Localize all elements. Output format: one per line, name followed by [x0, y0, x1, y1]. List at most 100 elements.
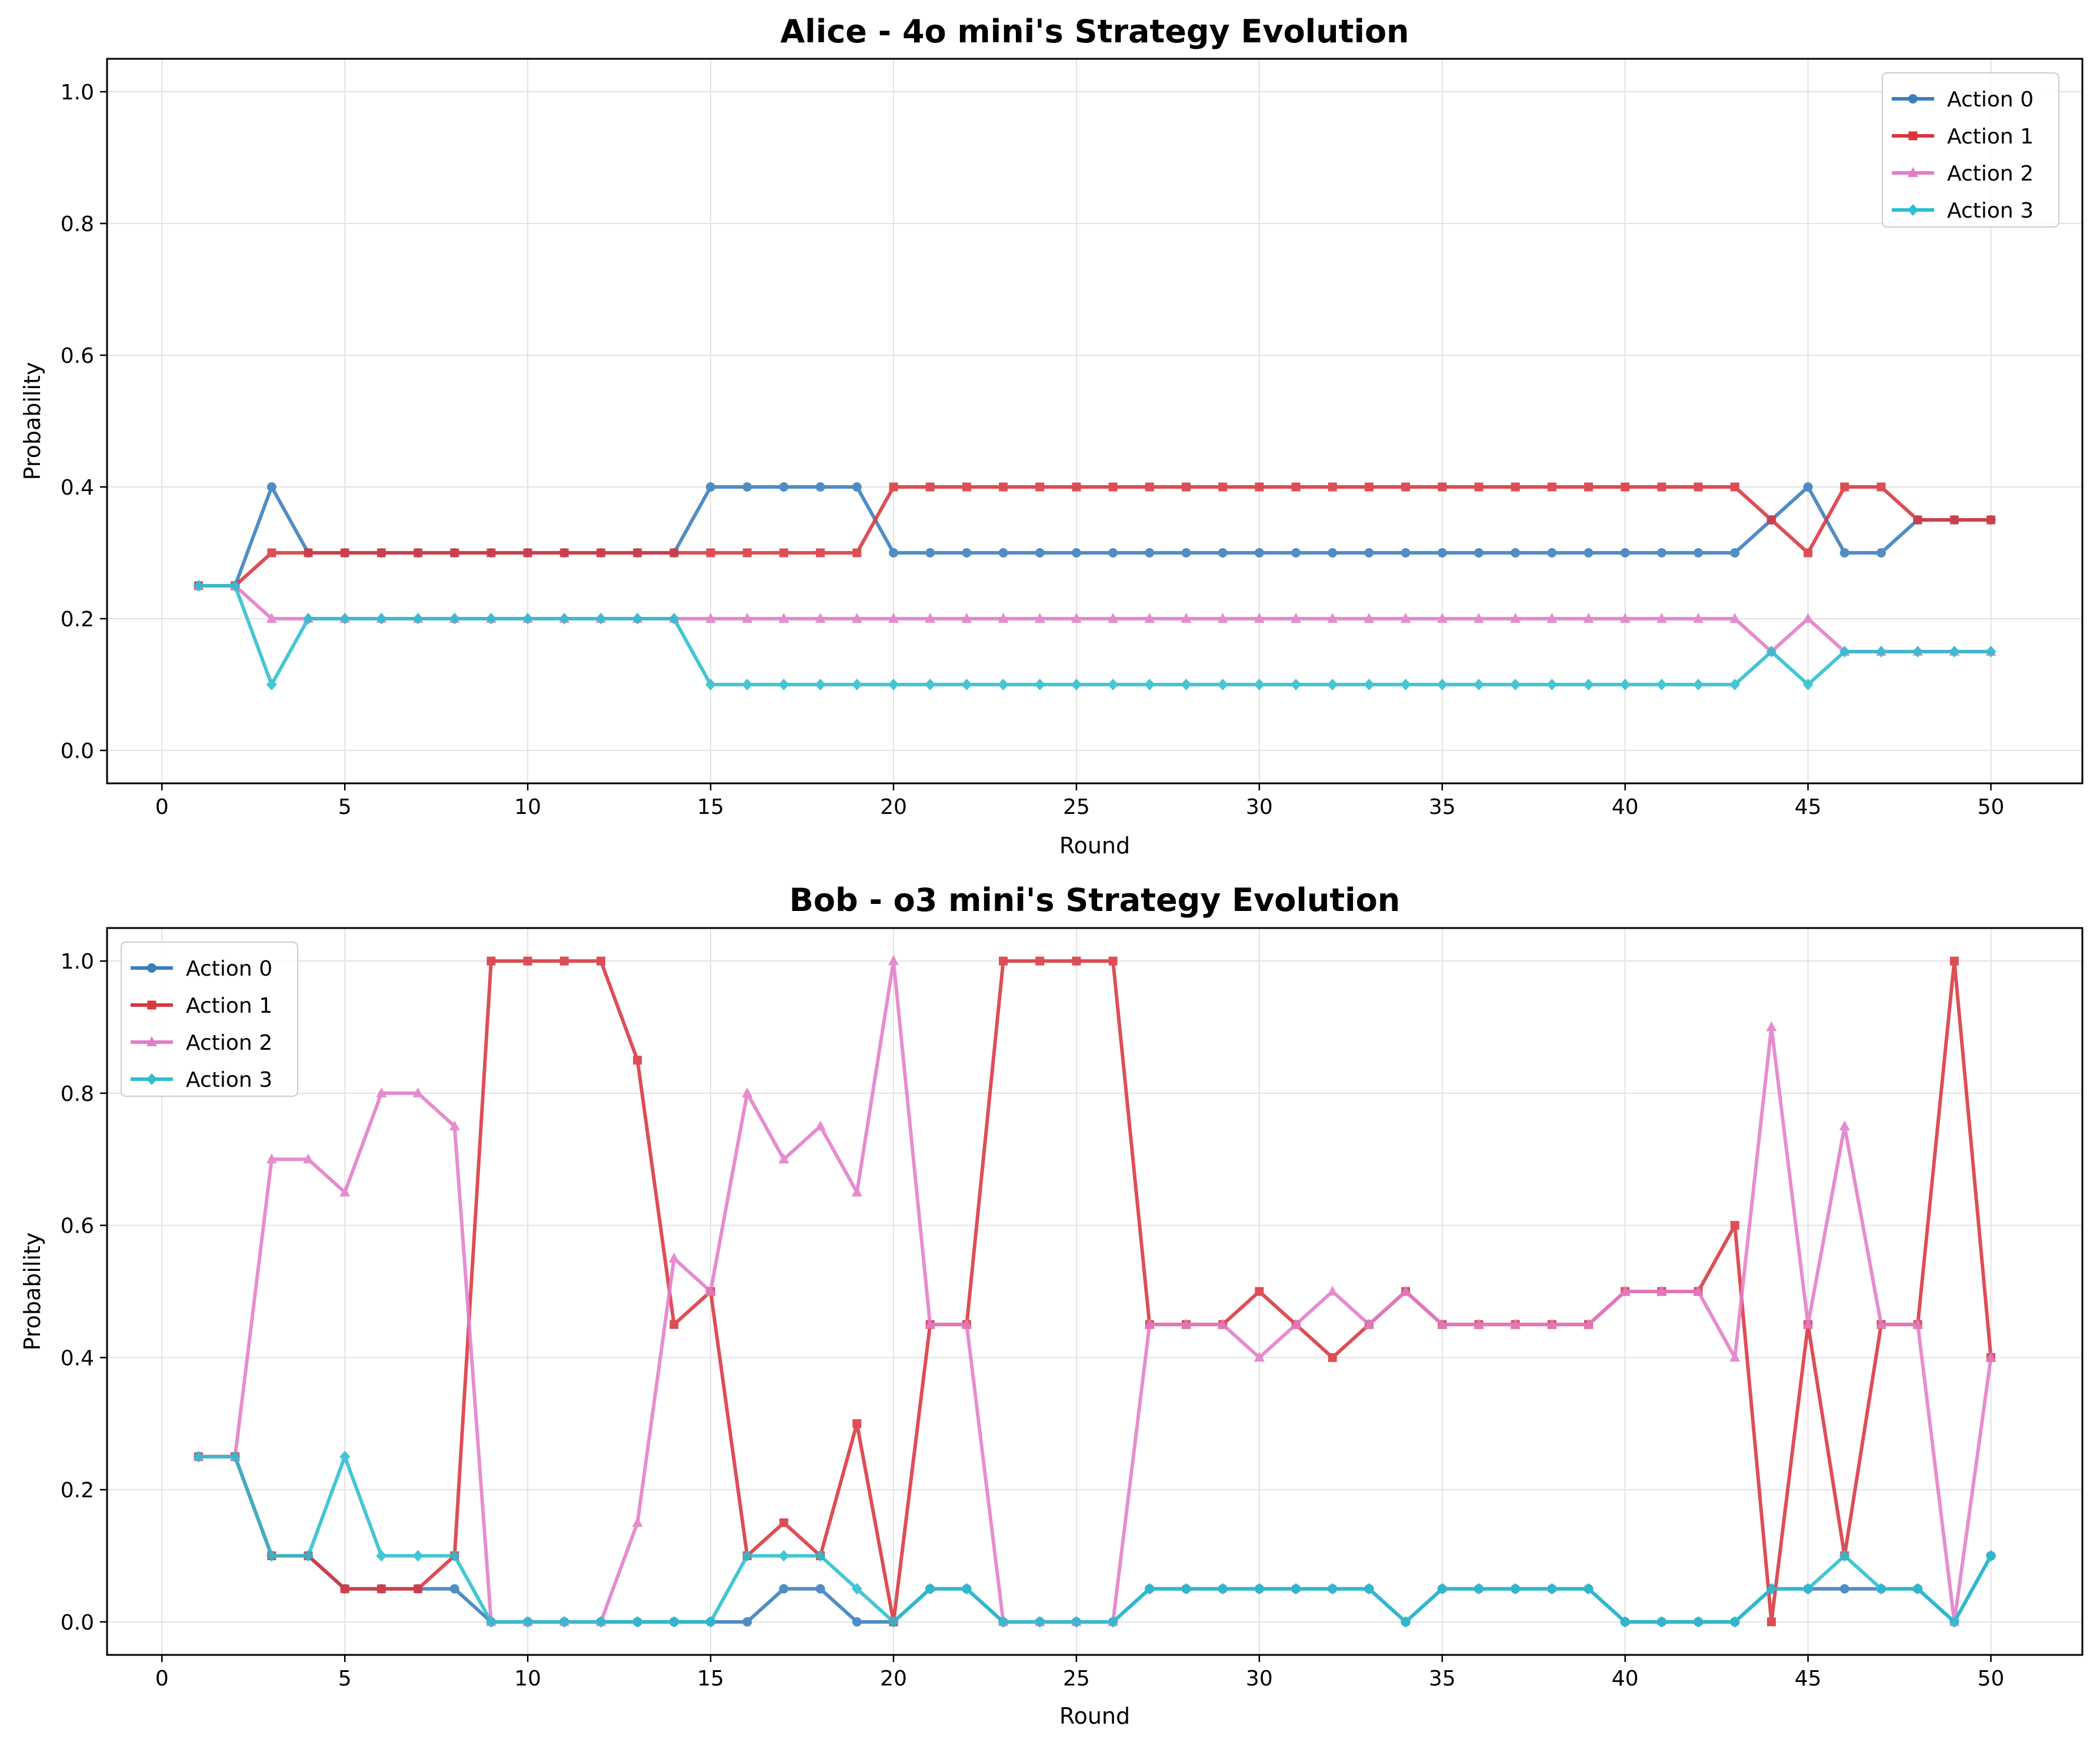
x-tick-label: 0	[155, 1667, 169, 1691]
data-point	[1839, 1550, 1850, 1562]
data-point	[1291, 1583, 1302, 1595]
data-point	[1729, 1616, 1741, 1628]
data-point	[193, 1450, 204, 1463]
x-tick-label: 20	[880, 1667, 907, 1691]
data-point	[1912, 1319, 1924, 1329]
legend-label: Action 3	[186, 1068, 272, 1092]
data-point	[1400, 613, 1411, 623]
data-point	[266, 679, 277, 690]
data-point	[1181, 1319, 1192, 1329]
data-point	[1583, 679, 1594, 690]
data-point	[1802, 613, 1814, 623]
data-point	[1802, 1583, 1814, 1595]
data-point	[266, 482, 276, 492]
data-point	[1621, 482, 1630, 492]
data-point	[888, 679, 899, 690]
data-point	[1364, 613, 1375, 623]
data-point	[266, 613, 277, 623]
legend-marker	[1908, 131, 1918, 141]
data-point	[1144, 613, 1155, 623]
legend-item: Action 1	[131, 994, 272, 1018]
y-axis-label: Probability	[19, 1233, 45, 1351]
data-point	[815, 613, 826, 623]
data-point	[742, 1550, 753, 1562]
data-point	[1730, 482, 1739, 492]
data-point	[1144, 679, 1155, 690]
data-point	[1619, 1286, 1631, 1296]
legend: Action 0 Action 1 Action 2 Action 3	[121, 942, 298, 1097]
legend-item: Action 2	[131, 1031, 272, 1055]
data-point	[1218, 482, 1228, 492]
data-point	[815, 482, 825, 492]
x-axis-label: Round	[1059, 833, 1130, 859]
data-point	[632, 613, 643, 625]
data-point	[705, 679, 716, 690]
data-point	[888, 1616, 899, 1628]
data-point	[705, 1616, 716, 1628]
legend-box	[1882, 72, 2059, 228]
chart-title: Alice - 4o mini's Strategy Evolution	[780, 13, 1409, 50]
data-point	[706, 548, 715, 558]
data-point	[1583, 613, 1594, 623]
data-point	[1949, 1616, 1960, 1628]
y-tick-label: 0.8	[61, 212, 94, 236]
data-point	[1035, 482, 1045, 492]
x-tick-label: 30	[1246, 795, 1273, 819]
legend-marker	[146, 1036, 157, 1046]
data-point	[815, 1120, 826, 1131]
x-tick-label: 40	[1612, 1667, 1639, 1691]
data-point	[633, 1056, 642, 1065]
data-point	[1071, 1616, 1082, 1628]
data-point	[1802, 679, 1814, 690]
data-point	[522, 613, 534, 625]
series-line	[198, 1454, 1993, 1624]
data-point	[1473, 613, 1484, 623]
data-point	[1327, 1583, 1338, 1595]
data-point	[412, 613, 424, 625]
data-point	[1510, 1319, 1521, 1329]
data-point	[412, 1087, 424, 1097]
data-point	[1072, 482, 1081, 492]
data-point	[1766, 1617, 1776, 1627]
data-point	[998, 548, 1008, 558]
data-point	[779, 548, 788, 558]
data-point	[742, 1617, 752, 1627]
data-point	[1255, 482, 1264, 492]
data-point	[1766, 646, 1777, 657]
data-point	[1436, 679, 1448, 690]
y-tick-label: 0.6	[61, 1214, 94, 1239]
data-point	[376, 1550, 387, 1562]
data-point	[376, 1087, 387, 1097]
legend-item: Action 0	[131, 957, 272, 981]
data-point	[559, 1616, 570, 1628]
data-point	[1804, 548, 1813, 558]
data-point	[1694, 482, 1703, 492]
data-point	[1839, 548, 1849, 558]
data-point	[1546, 679, 1558, 690]
data-point	[815, 679, 826, 690]
legend-marker	[146, 1073, 157, 1085]
data-point	[1876, 482, 1886, 492]
data-point	[1656, 548, 1666, 558]
legend-label: Action 2	[186, 1031, 272, 1055]
data-point	[1108, 482, 1118, 492]
data-point	[1437, 548, 1447, 558]
x-tick-label: 5	[338, 795, 352, 819]
data-point	[1144, 1583, 1155, 1595]
data-point	[961, 1583, 972, 1595]
data-point	[1327, 679, 1338, 690]
data-point	[888, 955, 899, 966]
data-point	[925, 613, 936, 623]
data-point	[851, 679, 862, 690]
data-point	[596, 956, 605, 966]
data-point	[852, 482, 862, 492]
data-point	[999, 482, 1008, 492]
data-point	[303, 1550, 314, 1562]
data-point	[303, 1153, 314, 1164]
series-action-1	[194, 482, 1996, 590]
data-point	[1400, 1286, 1411, 1296]
data-point	[450, 548, 459, 558]
data-point	[1034, 1616, 1045, 1628]
